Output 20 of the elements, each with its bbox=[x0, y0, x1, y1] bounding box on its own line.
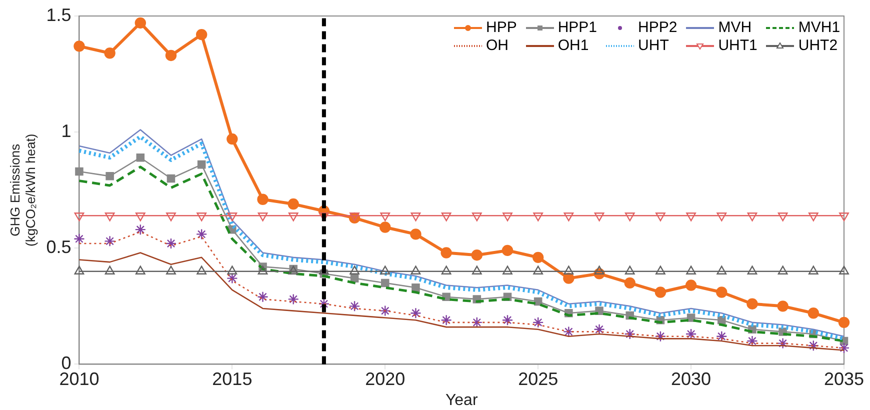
x-tick-label: 2020 bbox=[365, 368, 406, 389]
legend-label: MVH bbox=[718, 19, 752, 37]
legend-label: OH bbox=[486, 37, 508, 55]
y-tick-label: 1.5 bbox=[46, 4, 72, 25]
x-tick-label: 2015 bbox=[212, 368, 252, 389]
legend-label: UHT bbox=[638, 37, 669, 55]
x-axis-title: Year bbox=[445, 392, 478, 409]
legend-label: HPP1 bbox=[558, 19, 598, 37]
legend-label: OH1 bbox=[558, 37, 589, 55]
legend-label: UHT2 bbox=[798, 37, 838, 55]
legend-label: UHT1 bbox=[718, 37, 758, 55]
legend-label: HPP bbox=[486, 19, 517, 37]
x-tick-label: 2030 bbox=[671, 368, 712, 389]
y-tick-label: 0.5 bbox=[46, 237, 72, 258]
y-tick-label: 1 bbox=[61, 121, 72, 142]
x-tick-label: 2035 bbox=[824, 368, 864, 389]
y-axis-title: GHG Emissions (kgCO₂e/kWh heat) bbox=[7, 134, 38, 246]
legend-label: MVH1 bbox=[798, 19, 840, 37]
legend-label: HPP2 bbox=[638, 19, 678, 37]
x-tick-label: 2025 bbox=[518, 368, 558, 389]
